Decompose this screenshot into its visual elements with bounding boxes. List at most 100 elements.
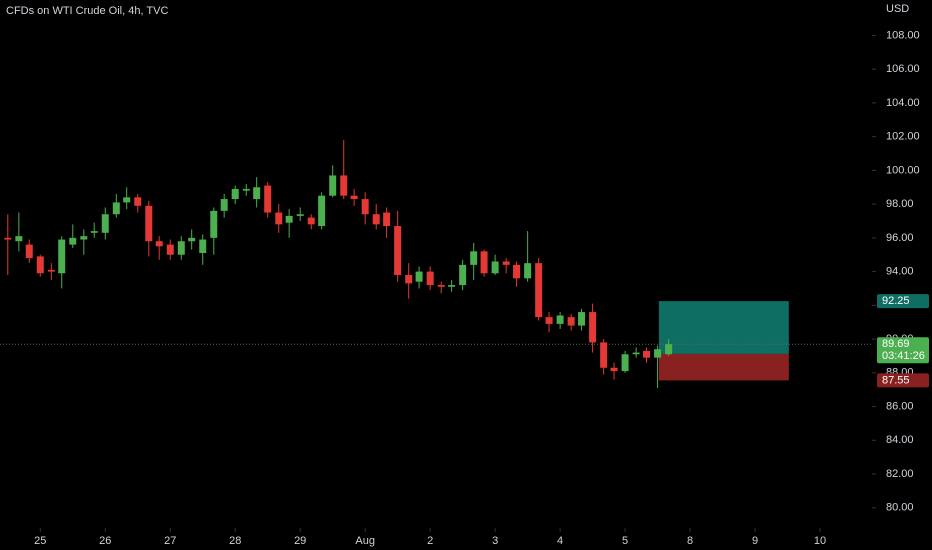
candle-body xyxy=(437,285,445,287)
candle-body xyxy=(567,317,575,326)
x-tick-label: 27 xyxy=(164,535,176,547)
last-price-label: 89.69 xyxy=(882,338,910,350)
x-tick-label: 9 xyxy=(752,535,758,547)
y-tick-label: 86.00 xyxy=(886,400,914,412)
target-zone xyxy=(658,301,789,354)
last-price-countdown: 03:41:26 xyxy=(882,350,925,362)
candle-body xyxy=(177,241,185,255)
candle-body xyxy=(632,352,640,355)
x-tick-label: 8 xyxy=(687,535,693,547)
candle-body xyxy=(340,175,348,196)
candle-body xyxy=(415,271,423,282)
candle-body xyxy=(210,210,218,238)
y-tick-label: 82.00 xyxy=(886,468,914,480)
candle-body xyxy=(589,312,597,343)
y-tick-label: 102.00 xyxy=(886,131,920,143)
y-tick-label: 80.00 xyxy=(886,502,914,514)
candle-body xyxy=(513,264,521,279)
candle-body xyxy=(459,264,467,286)
candle-body xyxy=(145,205,153,242)
candle-body xyxy=(621,354,629,372)
candle-body xyxy=(535,263,543,318)
y-tick-label: 96.00 xyxy=(886,232,914,244)
candle-body xyxy=(253,187,261,200)
currency-label: USD xyxy=(886,3,909,15)
y-tick-label: 108.00 xyxy=(886,29,920,41)
candle-body xyxy=(372,214,380,225)
candle-body xyxy=(80,236,88,240)
x-tick-label: 10 xyxy=(814,535,826,547)
candle-body xyxy=(155,241,163,247)
stop-zone xyxy=(658,353,789,381)
candle-body xyxy=(556,315,564,324)
candle-body xyxy=(470,251,478,265)
candle-body xyxy=(275,212,283,225)
candle-body xyxy=(480,251,488,274)
candle-body xyxy=(264,185,272,213)
target-badge xyxy=(877,294,929,309)
candle-body xyxy=(643,350,651,358)
candle-body xyxy=(220,199,228,211)
y-tick-label: 94.00 xyxy=(886,265,914,277)
x-tick-label: 5 xyxy=(622,535,628,547)
candle-body xyxy=(610,367,618,372)
candle-body xyxy=(318,195,326,227)
x-tick-label: 4 xyxy=(557,535,563,547)
candle-body xyxy=(58,239,66,274)
candle-body xyxy=(524,263,532,279)
candle-body xyxy=(123,197,131,203)
candle-body xyxy=(134,197,142,206)
candle-body xyxy=(448,285,456,287)
candle-body xyxy=(394,226,402,275)
target-label: 92.25 xyxy=(882,295,910,307)
x-tick-label: 28 xyxy=(229,535,241,547)
candle-body xyxy=(25,244,33,259)
candle-body xyxy=(242,188,250,191)
y-tick-label: 98.00 xyxy=(886,198,914,210)
candle-body xyxy=(405,274,413,284)
candle-body xyxy=(112,202,120,215)
candle-body xyxy=(350,195,358,200)
x-tick-label: 26 xyxy=(99,535,111,547)
candle-body xyxy=(166,244,174,255)
candle-body xyxy=(296,214,304,216)
candle-body xyxy=(329,175,337,196)
candle-body xyxy=(361,199,369,215)
candle-body xyxy=(491,261,499,274)
candle-body xyxy=(188,237,196,242)
candle-body xyxy=(578,312,586,326)
candle-body xyxy=(69,237,77,245)
x-tick-label: Aug xyxy=(355,535,375,547)
candle-body xyxy=(231,188,239,200)
x-tick-label: 3 xyxy=(492,535,498,547)
candle-body xyxy=(545,317,553,324)
candle-body xyxy=(101,214,109,233)
y-tick-label: 104.00 xyxy=(886,97,920,109)
candle-body xyxy=(4,237,12,240)
candle-body xyxy=(285,215,293,223)
chart-title: CFDs on WTI Crude Oil, 4h, TVC xyxy=(6,5,168,17)
x-tick-label: 2 xyxy=(427,535,433,547)
candle-body xyxy=(665,344,673,355)
y-tick-label: 106.00 xyxy=(886,63,920,75)
candle-body xyxy=(90,231,98,233)
y-tick-label: 100.00 xyxy=(886,164,920,176)
x-tick-label: 29 xyxy=(294,535,306,547)
candle-body xyxy=(15,236,23,242)
last-price-badge xyxy=(877,337,929,364)
y-tick-label: 84.00 xyxy=(886,434,914,446)
candle-body xyxy=(383,212,391,227)
candle-body xyxy=(307,217,315,225)
candle-body xyxy=(199,239,207,254)
stop-badge xyxy=(877,373,929,388)
candle-body xyxy=(426,271,434,286)
candle-body xyxy=(47,269,55,272)
x-tick-label: 25 xyxy=(34,535,46,547)
candle-body xyxy=(654,349,662,358)
candle-body xyxy=(600,342,608,368)
candle-body xyxy=(502,261,510,265)
stop-label: 87.55 xyxy=(882,374,910,386)
candle-body xyxy=(36,256,44,274)
